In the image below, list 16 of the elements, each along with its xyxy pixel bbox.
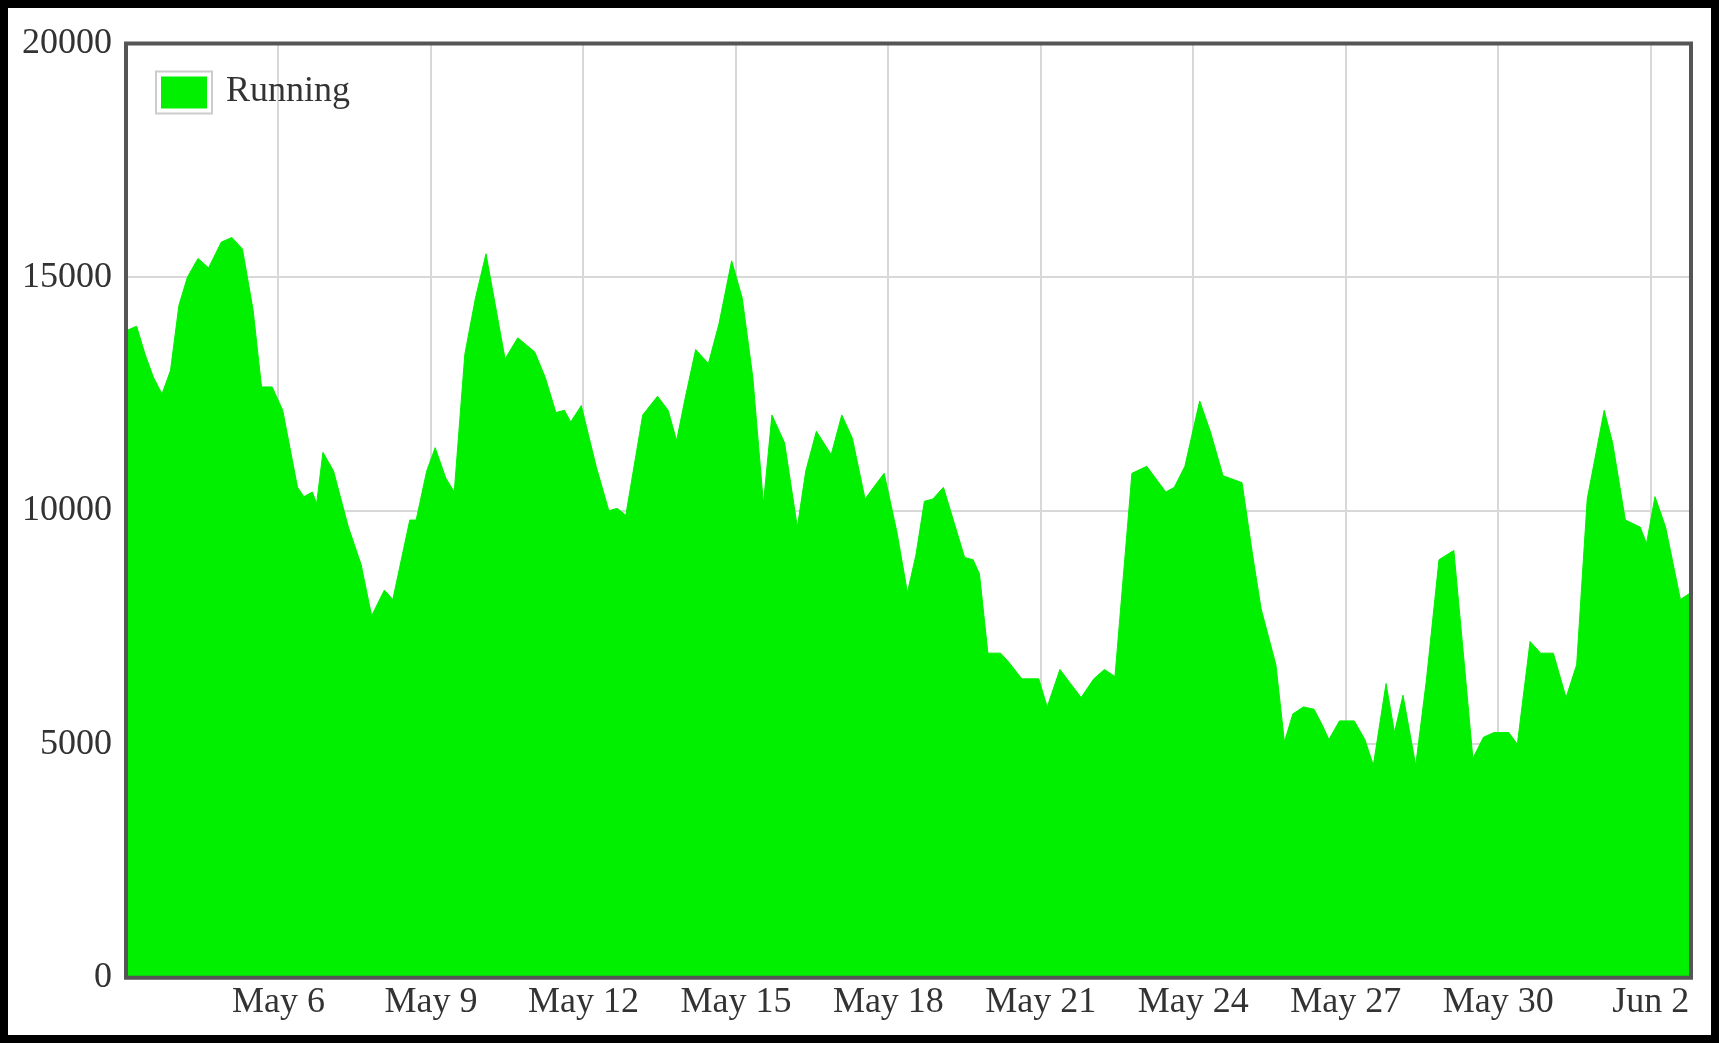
y-tick-label: 20000 <box>22 21 112 62</box>
x-tick-label: May 21 <box>985 979 1097 1020</box>
x-tick-label: May 30 <box>1442 979 1554 1020</box>
x-tick-label: May 12 <box>527 979 639 1020</box>
y-tick-label: 10000 <box>22 488 112 529</box>
x-tick-label: May 24 <box>1137 979 1249 1020</box>
x-tick-label: Jun 2 <box>1612 979 1690 1020</box>
y-tick-label: 5000 <box>40 721 112 762</box>
x-tick-label: May 18 <box>832 979 944 1020</box>
x-tick-label: May 9 <box>384 979 478 1020</box>
x-tick-label: May 27 <box>1290 979 1402 1020</box>
x-tick-label: May 6 <box>231 979 325 1020</box>
x-tick-label: May 15 <box>680 979 792 1020</box>
y-tick-label: 15000 <box>22 254 112 295</box>
y-tick-label: 0 <box>94 955 112 996</box>
legend-label: Running <box>226 69 351 110</box>
